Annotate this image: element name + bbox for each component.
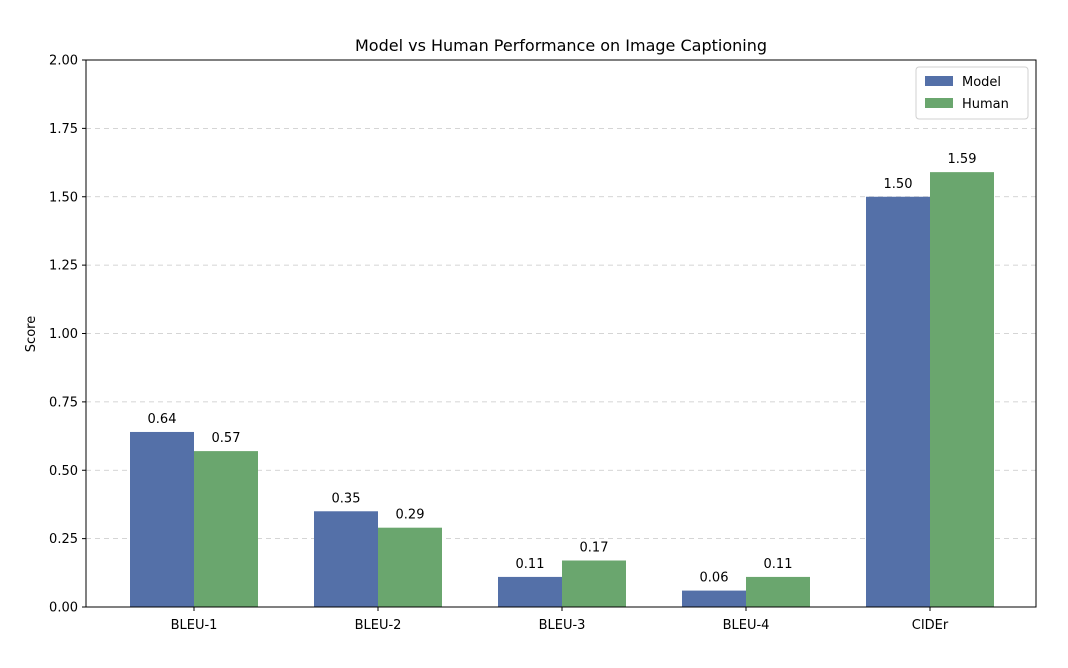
y-tick-label: 2.00 bbox=[49, 54, 78, 69]
x-tick-label: BLEU-1 bbox=[171, 618, 218, 633]
bar-value-label: 0.35 bbox=[332, 491, 361, 506]
bar-human bbox=[378, 527, 442, 607]
legend-swatch-model bbox=[925, 76, 953, 86]
x-tick-label: BLEU-3 bbox=[539, 618, 586, 633]
y-tick-label: 0.25 bbox=[49, 532, 78, 547]
bars bbox=[130, 172, 994, 607]
bar-value-label: 0.17 bbox=[580, 541, 609, 556]
y-axis-label: Score bbox=[24, 316, 39, 352]
bar-human bbox=[562, 560, 626, 607]
bar-value-label: 0.29 bbox=[396, 508, 425, 523]
x-tick-label: BLEU-4 bbox=[723, 618, 770, 633]
bar-model bbox=[314, 511, 378, 607]
legend: Model Human bbox=[915, 66, 1029, 120]
x-tick-label: CIDEr bbox=[912, 618, 949, 633]
bar-value-label: 1.59 bbox=[948, 152, 977, 167]
bar-model bbox=[130, 431, 194, 607]
bar-value-label: 1.50 bbox=[884, 177, 913, 192]
chart-title: Model vs Human Performance on Image Capt… bbox=[355, 36, 767, 55]
legend-label-model: Model bbox=[962, 75, 1001, 90]
y-tick-label: 1.50 bbox=[49, 190, 78, 205]
bar-model bbox=[866, 196, 930, 607]
bar-model bbox=[498, 576, 562, 607]
bar-value-label: 0.11 bbox=[764, 557, 793, 572]
y-axis-ticks: 0.00 0.25 0.50 0.75 1.00 1.25 1.50 1.75 2.00 bbox=[49, 54, 86, 616]
legend-label-human: Human bbox=[962, 97, 1009, 112]
y-tick-label: 1.75 bbox=[49, 122, 78, 137]
bar-value-label: 0.11 bbox=[516, 557, 545, 572]
bar-value-label: 0.06 bbox=[700, 571, 729, 586]
y-tick-label: 0.00 bbox=[49, 601, 78, 616]
bar-value-label: 0.57 bbox=[212, 431, 241, 446]
bar-human bbox=[746, 576, 810, 607]
bar-value-labels: 0.64 0.57 0.35 0.29 0.11 0.17 0.06 0.11 1.50 1.59 bbox=[148, 152, 977, 585]
y-tick-label: 1.25 bbox=[49, 259, 78, 274]
bar-human bbox=[930, 172, 994, 607]
y-tick-label: 0.75 bbox=[49, 395, 78, 410]
x-axis-ticks: BLEU-1 BLEU-2 BLEU-3 BLEU-4 CIDEr bbox=[171, 607, 949, 633]
y-tick-label: 1.00 bbox=[49, 327, 78, 342]
bar-value-label: 0.64 bbox=[148, 412, 177, 427]
bar-human bbox=[194, 451, 258, 607]
legend-swatch-human bbox=[925, 98, 953, 108]
bar-model bbox=[682, 590, 746, 607]
x-tick-label: BLEU-2 bbox=[355, 618, 402, 633]
y-tick-label: 0.50 bbox=[49, 464, 78, 479]
